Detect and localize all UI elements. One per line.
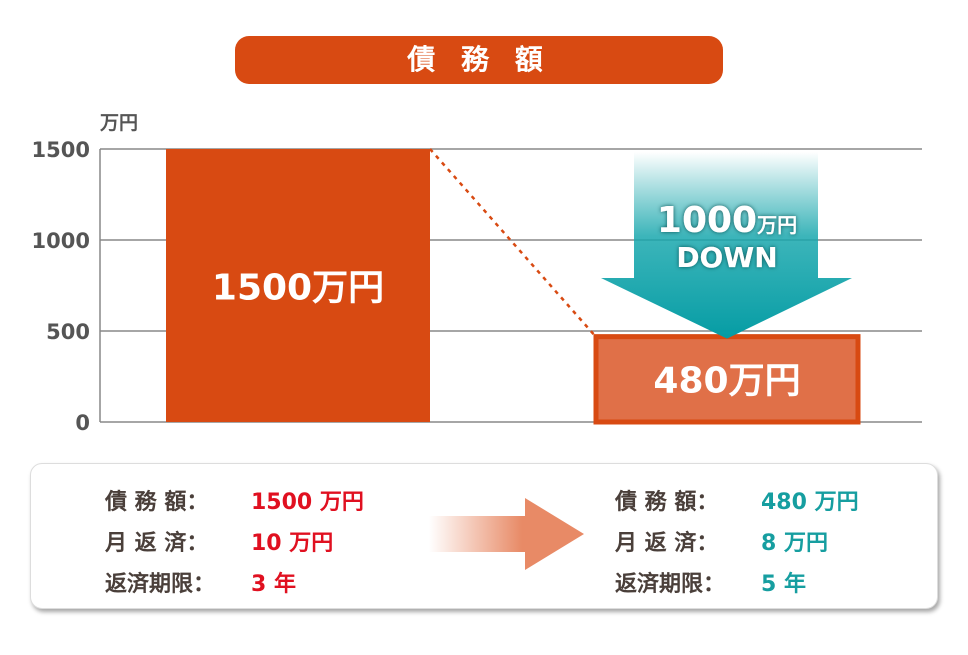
summary-value: 8 万円 — [761, 531, 828, 556]
summary-label: 返済期限： — [615, 572, 726, 597]
y-tick-label: 1500 — [32, 138, 90, 162]
y-tick-label: 0 — [75, 411, 90, 435]
bar-data-label: 480万円 — [653, 360, 800, 401]
y-tick-label: 500 — [46, 320, 90, 344]
summary-row: 債 務 額： 1500 万円 — [105, 482, 364, 523]
summary-row: 返済期限： 5 年 — [615, 564, 859, 605]
summary-value: 480 万円 — [761, 490, 859, 515]
annotation-amount: 1000万円 — [657, 200, 797, 241]
y-axis-unit: 万円 — [100, 112, 139, 134]
summary-row: 債 務 額： 480 万円 — [615, 482, 859, 523]
summary-label: 月 返 済： — [615, 531, 719, 556]
summary-row: 月 返 済： 8 万円 — [615, 523, 859, 564]
annotation-down: DOWN — [676, 241, 777, 274]
connector-line — [429, 148, 595, 336]
summary-row: 月 返 済： 10 万円 — [105, 523, 364, 564]
summary-value: 5 年 — [761, 572, 806, 597]
summary-row: 返済期限： 3 年 — [105, 564, 364, 605]
arrow-right-icon — [429, 498, 584, 570]
annotation-number: 1000 — [657, 200, 757, 241]
summary-value: 3 年 — [251, 572, 296, 597]
arrow-down-icon — [601, 152, 852, 339]
bar-data-label: 1500万円 — [212, 268, 384, 309]
chart-title: 債 務 額 — [235, 36, 723, 84]
summary-value: 10 万円 — [251, 531, 334, 556]
bar — [593, 334, 861, 425]
summary-before: 債 務 額： 1500 万円 月 返 済： 10 万円 返済期限： 3 年 — [105, 482, 364, 605]
summary-label: 月 返 済： — [105, 531, 209, 556]
y-tick-label: 1000 — [32, 229, 90, 253]
summary-label: 返済期限： — [105, 572, 216, 597]
annotation-unit: 万円 — [756, 213, 797, 237]
summary-after: 債 務 額： 480 万円 月 返 済： 8 万円 返済期限： 5 年 — [615, 482, 859, 605]
summary-value: 1500 万円 — [251, 490, 364, 515]
summary-label: 債 務 額： — [105, 490, 209, 515]
bar — [166, 149, 430, 422]
summary-label: 債 務 額： — [615, 490, 719, 515]
summary-panel: 債 務 額： 1500 万円 月 返 済： 10 万円 返済期限： 3 年 債 務 額… — [30, 463, 938, 609]
